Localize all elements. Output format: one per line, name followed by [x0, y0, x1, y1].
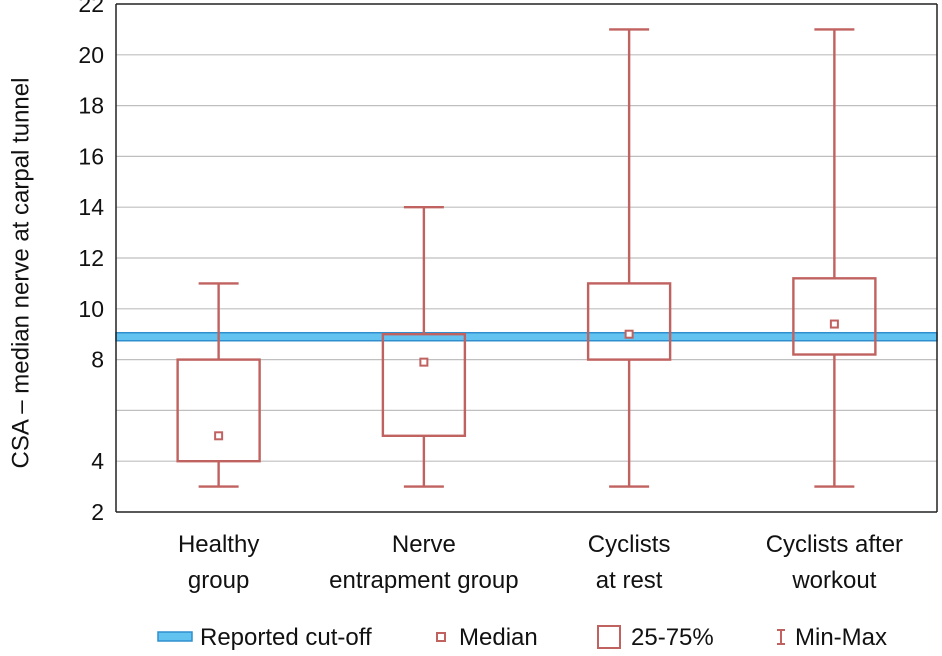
legend-item-cutoff: Reported cut-off: [157, 624, 372, 651]
x-category-label: Nerve: [392, 531, 456, 558]
x-category-label: Healthy: [178, 531, 259, 558]
legend: Reported cut-off Median 25-75% Min-Max: [157, 624, 887, 651]
legend-label: Median: [459, 624, 538, 651]
y-tick-label: 4: [91, 448, 104, 474]
legend-box-swatch: [597, 625, 621, 649]
y-tick-label: 10: [78, 296, 104, 322]
x-category-label: at rest: [596, 567, 663, 594]
box-plot-3: [586, 28, 672, 488]
y-axis-title: CSA – median nerve at carpal tunnel: [7, 78, 34, 469]
box-plot-1: [176, 282, 261, 488]
grid-lines: [116, 54, 937, 462]
y-tick-label: 22: [78, 0, 104, 17]
x-category-labels: Healthy group Nerve entrapment group Cyclist…: [178, 531, 903, 594]
median-marker: [214, 431, 224, 441]
median-marker: [624, 329, 634, 339]
y-tick-label: 14: [78, 194, 104, 220]
legend-median-swatch: [436, 632, 446, 642]
box-plot-4: [792, 28, 877, 488]
box-plot-2: [381, 205, 467, 488]
x-category-label: group: [188, 567, 249, 594]
x-category-label: entrapment group: [329, 567, 518, 594]
iqr-box: [381, 333, 467, 438]
axes: [115, 3, 938, 513]
y-tick-label: 8: [91, 347, 104, 373]
iqr-box: [792, 277, 877, 356]
iqr-box: [176, 358, 261, 463]
median-marker: [419, 357, 429, 367]
legend-item-whisker: Min-Max: [777, 624, 887, 651]
cutoff-line: [115, 331, 938, 342]
legend-label: Reported cut-off: [200, 624, 372, 651]
iqr-box: [586, 282, 672, 361]
y-tick-label: 2: [91, 499, 104, 525]
legend-item-median: Median: [436, 624, 538, 651]
legend-item-box: 25-75%: [597, 624, 714, 651]
cutoff-line-layer: [115, 331, 938, 342]
x-category-label: Cyclists: [588, 531, 671, 558]
y-tick-labels: 2 4 8 10 12 14 16 18 20 22: [78, 0, 104, 525]
legend-cutoff-swatch: [157, 631, 193, 642]
y-tick-label: 16: [78, 143, 104, 169]
y-tick-label: 12: [78, 245, 104, 271]
y-tick-label: 20: [78, 42, 104, 68]
boxes-layer: [176, 28, 877, 488]
median-marker: [829, 319, 839, 329]
legend-label: Min-Max: [795, 624, 887, 651]
legend-label: 25-75%: [631, 624, 714, 651]
x-category-label: workout: [791, 567, 876, 594]
y-tick-label: 18: [78, 93, 104, 119]
x-category-label: Cyclists after: [766, 531, 903, 558]
